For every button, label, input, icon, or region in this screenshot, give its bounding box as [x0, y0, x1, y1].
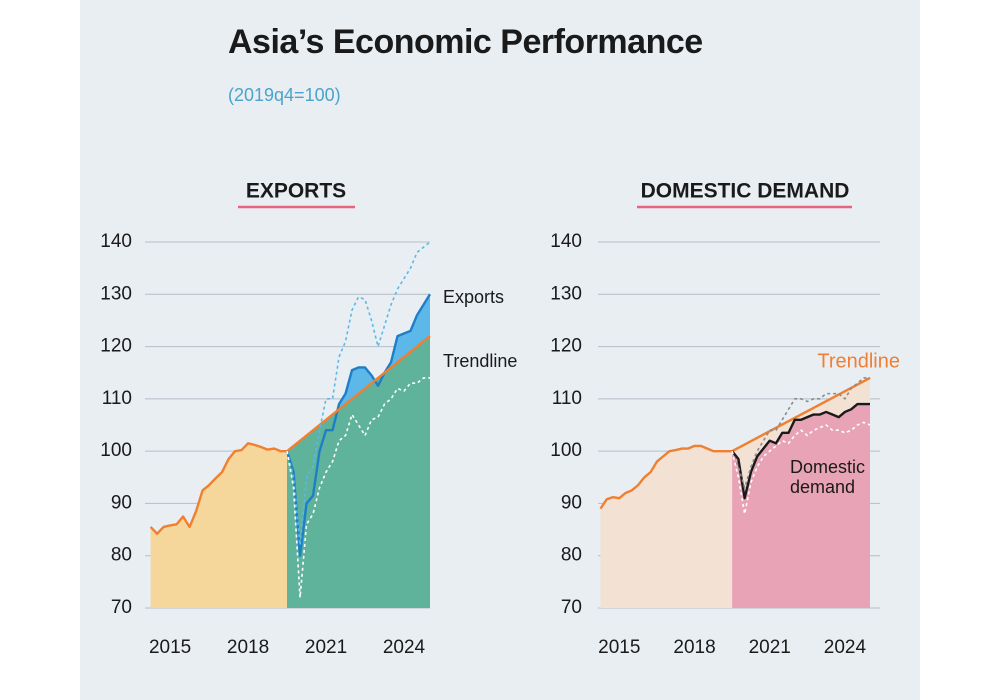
- area: [150, 443, 288, 608]
- line-label-part: Domestic: [790, 457, 870, 477]
- y-tick-label: 70: [561, 597, 582, 618]
- x-tick-label: 2018: [673, 637, 715, 658]
- y-tick-label: 140: [100, 231, 132, 252]
- area: [287, 336, 430, 608]
- line-label: Trendline: [443, 351, 517, 371]
- y-tick-label: 80: [561, 545, 582, 566]
- y-tick-label: 100: [550, 440, 582, 461]
- subtitle: (2019q4=100): [228, 85, 341, 105]
- line: [599, 444, 733, 510]
- x-tick-label: 2021: [749, 637, 791, 658]
- line: [731, 376, 871, 453]
- line: [286, 377, 430, 599]
- x-tick-label: 2018: [227, 637, 269, 658]
- x-tick-label: 2021: [305, 637, 347, 658]
- line-label: Trendline: [817, 350, 900, 372]
- line-label: Exports: [443, 287, 504, 307]
- x-tick-label: 2024: [824, 637, 867, 658]
- line: [731, 402, 870, 500]
- title: Asia’s Economic Performance: [228, 23, 703, 61]
- x-tick-label: 2015: [598, 637, 640, 658]
- y-tick-label: 90: [111, 492, 132, 513]
- y-tick-label: 120: [100, 336, 132, 357]
- y-tick-label: 130: [550, 283, 582, 304]
- y-tick-label: 130: [100, 283, 132, 304]
- line-label-part: demand: [790, 477, 855, 497]
- x-tick-label: 2015: [149, 637, 191, 658]
- line-label: Domestic demand: [790, 457, 870, 497]
- y-tick-label: 110: [552, 388, 582, 409]
- area: [600, 445, 733, 608]
- y-tick-label: 110: [102, 388, 132, 409]
- line: [286, 335, 431, 453]
- chart-title: EXPORTS: [246, 180, 346, 203]
- line: [731, 421, 871, 515]
- y-tick-label: 100: [100, 440, 132, 461]
- y-tick-label: 80: [111, 545, 132, 566]
- line: [731, 377, 870, 489]
- x-tick-label: 2024: [383, 637, 426, 658]
- line: [285, 293, 432, 557]
- line: [149, 442, 288, 535]
- y-tick-label: 90: [561, 492, 582, 513]
- chart-title: DOMESTIC DEMAND: [641, 180, 850, 203]
- y-tick-label: 140: [550, 231, 582, 252]
- y-tick-label: 70: [111, 597, 132, 618]
- y-tick-label: 120: [550, 336, 582, 357]
- area: [732, 404, 870, 608]
